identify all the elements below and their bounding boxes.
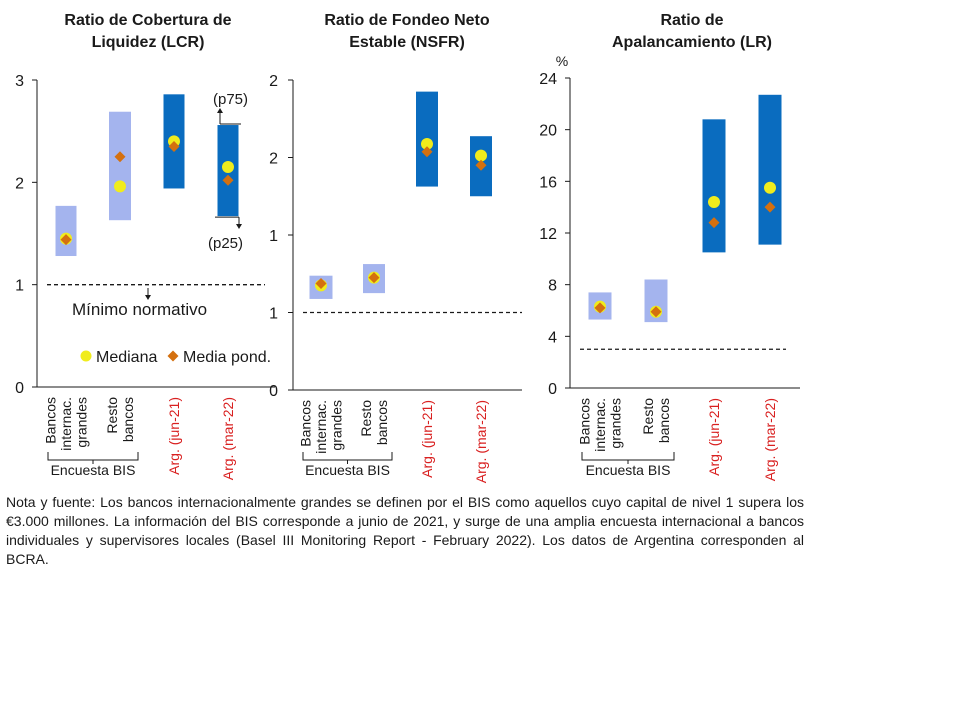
panel-3-ytick-label: 4 bbox=[548, 329, 557, 346]
minimum-label: Mínimo normativo bbox=[72, 300, 207, 319]
panel-2-weighted-mean-marker-4 bbox=[475, 159, 487, 171]
panel-2-ytick-label: 2 bbox=[269, 73, 278, 90]
panel-1-band-1 bbox=[55, 205, 77, 257]
panel-3-category-label-4: Arg. (mar-22) bbox=[762, 398, 778, 481]
panel-1-category-label-3: Arg. (jun-21) bbox=[166, 397, 182, 475]
panel-2-category-label-4: Arg. (mar-22) bbox=[473, 400, 489, 483]
panel-1-weighted-mean-marker-4 bbox=[222, 174, 234, 186]
panel-2-category-label-3: Arg. (jun-21) bbox=[419, 400, 435, 478]
panel-3-ytick-label: 0 bbox=[548, 381, 557, 398]
panel-2-ytick-label: 0 bbox=[269, 383, 278, 400]
legend-weighted-mean-icon bbox=[167, 350, 179, 362]
panel-1-ytick-label: 1 bbox=[15, 278, 24, 295]
panel-1-ytick-label: 2 bbox=[15, 175, 24, 192]
panel-2-ytick-label: 2 bbox=[269, 151, 278, 168]
panel-3-weighted-mean-marker-4 bbox=[764, 201, 776, 213]
panel-3-median-marker-4 bbox=[764, 181, 776, 194]
panel-2-category-label-2: Restobancos bbox=[358, 400, 390, 445]
panel-2-weighted-mean-marker-3 bbox=[421, 146, 433, 158]
p25-label: (p25) bbox=[208, 235, 243, 252]
panel-3-band-3 bbox=[702, 119, 726, 253]
panel-3-group-label: Encuesta BIS bbox=[586, 462, 671, 478]
panel-2-ytick-label: 1 bbox=[269, 306, 278, 323]
panel-1-median-marker-4 bbox=[222, 160, 234, 173]
panel-1-title-line-2: Liquidez (LCR) bbox=[92, 34, 205, 51]
panel-3-title-line-2: Apalancamiento (LR) bbox=[612, 34, 772, 51]
panel-2-title-line-1: Ratio de Fondeo Neto bbox=[324, 12, 490, 29]
panel-1-median-marker-2 bbox=[114, 180, 126, 193]
panel-1-ytick-label: 3 bbox=[15, 73, 24, 90]
panel-2-median-marker-4 bbox=[475, 149, 487, 162]
panel-3-title-line-1: Ratio de bbox=[660, 12, 723, 29]
panel-1-weighted-mean-marker-3 bbox=[168, 141, 180, 153]
panel-3-ytick-label: 24 bbox=[539, 71, 557, 88]
panel-1-title-line-1: Ratio de Cobertura de bbox=[64, 12, 231, 29]
panel-2-category-label-1: Bancosinternac.grandes bbox=[298, 400, 345, 454]
panel-3-weighted-mean-marker-2 bbox=[650, 306, 662, 318]
panel-2-weighted-mean-marker-1 bbox=[315, 277, 327, 289]
panel-2-ytick-label: 1 bbox=[269, 228, 278, 245]
legend-median-icon bbox=[80, 350, 92, 362]
panel-2-group-label: Encuesta BIS bbox=[305, 462, 390, 478]
panel-3-ytick-label: 16 bbox=[539, 174, 557, 191]
panel-1-category-label-4: Arg. (mar-22) bbox=[220, 397, 236, 480]
panel-3-category-label-1: Bancosinternac.grandes bbox=[577, 398, 624, 452]
panel-3-ytick-label: 8 bbox=[548, 278, 557, 295]
panel-1-band-2 bbox=[109, 111, 131, 221]
panel-1-group-label: Encuesta BIS bbox=[51, 462, 136, 478]
panel-1-weighted-mean-marker-1 bbox=[60, 234, 72, 246]
panel-3-ytick-label: 20 bbox=[539, 123, 557, 140]
source-note: Nota y fuente: Los bancos internacionalm… bbox=[6, 494, 804, 567]
p25-arrow-icon bbox=[236, 224, 242, 229]
panel-2-weighted-mean-marker-2 bbox=[368, 272, 380, 284]
panel-1-ytick-label: 0 bbox=[15, 380, 24, 397]
panel-3-median-marker-3 bbox=[708, 196, 720, 208]
panel-1-weighted-mean-marker-2 bbox=[114, 151, 126, 163]
p75-arrow-icon bbox=[217, 108, 223, 113]
panel-3-category-label-3: Arg. (jun-21) bbox=[706, 398, 722, 476]
panel-3-category-label-2: Restobancos bbox=[640, 398, 672, 443]
panel-1-category-label-2: Restobancos bbox=[104, 397, 136, 442]
panel-1-group-bracket bbox=[47, 452, 139, 461]
panel-3-band-4 bbox=[758, 94, 782, 245]
panel-3-weighted-mean-marker-1 bbox=[594, 302, 606, 314]
legend-weighted-mean-label: Media pond. bbox=[183, 349, 271, 366]
minimum-arrow-icon bbox=[145, 295, 151, 300]
panel-3-group-bracket bbox=[581, 452, 675, 461]
panel-3-ytick-label: 12 bbox=[539, 226, 557, 243]
panel-3-weighted-mean-marker-3 bbox=[708, 217, 720, 229]
panel-2-median-marker-3 bbox=[421, 137, 433, 150]
legend-median-label: Mediana bbox=[96, 349, 157, 366]
p75-label: (p75) bbox=[213, 91, 248, 108]
panel-1-category-label-1: Bancosinternac.grandes bbox=[43, 397, 90, 451]
panel-3-unit-label: % bbox=[556, 53, 568, 69]
panel-2-title-line-2: Estable (NSFR) bbox=[349, 34, 465, 51]
